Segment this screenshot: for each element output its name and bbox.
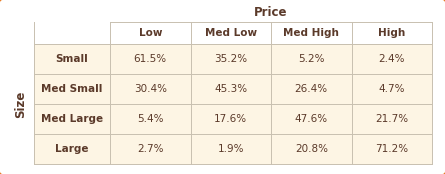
Text: 35.2%: 35.2% [214,54,247,64]
Text: 4.7%: 4.7% [379,84,405,94]
Text: 5.2%: 5.2% [298,54,324,64]
Text: 45.3%: 45.3% [214,84,247,94]
Text: High: High [378,28,405,38]
Text: Size: Size [15,90,28,118]
Text: Med Low: Med Low [205,28,257,38]
Text: Low: Low [138,28,162,38]
Text: 21.7%: 21.7% [375,114,409,124]
Text: 2.4%: 2.4% [379,54,405,64]
Text: 20.8%: 20.8% [295,144,328,154]
Text: 61.5%: 61.5% [134,54,167,64]
Text: 2.7%: 2.7% [137,144,163,154]
Text: Small: Small [56,54,89,64]
Text: Med High: Med High [283,28,339,38]
Text: 71.2%: 71.2% [375,144,409,154]
Bar [34,44,432,164]
Text: 1.9%: 1.9% [218,144,244,154]
Text: 17.6%: 17.6% [214,114,247,124]
Text: 30.4%: 30.4% [134,84,167,94]
Text: Med Small: Med Small [41,84,103,94]
Text: Price: Price [254,6,288,18]
Text: Med Large: Med Large [41,114,103,124]
Text: Large: Large [55,144,89,154]
Bar [110,22,432,44]
Text: 5.4%: 5.4% [137,114,163,124]
Text: 47.6%: 47.6% [295,114,328,124]
Text: 26.4%: 26.4% [295,84,328,94]
